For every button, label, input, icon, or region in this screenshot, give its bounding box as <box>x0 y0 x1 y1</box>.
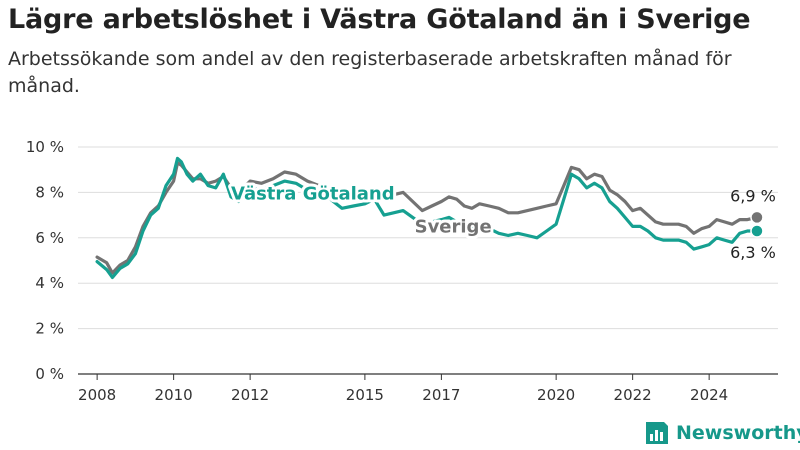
y-axis: 0 % 2 % 4 % 6 % 8 % 10 % <box>26 138 64 383</box>
y-tick-label: 0 % <box>35 365 64 383</box>
y-tick-label: 10 % <box>26 138 64 156</box>
x-tick-label: 2017 <box>422 386 460 404</box>
end-value-label-sverige: 6,9 % <box>730 186 776 205</box>
x-axis: 2008 2010 2012 2015 2017 2020 2022 2024 <box>78 374 728 404</box>
chart-title: Lägre arbetslöshet i Västra Götaland än … <box>8 4 751 35</box>
y-tick-label: 2 % <box>35 320 64 338</box>
end-markers: 6,9 % 6,3 % <box>730 186 776 262</box>
chart-subtitle: Arbetssökande som andel av den registerb… <box>8 48 732 97</box>
end-marker-vastra-gotaland <box>750 224 764 238</box>
gridlines <box>78 146 778 375</box>
y-tick-label: 4 % <box>35 274 64 292</box>
end-marker-sverige <box>750 210 764 225</box>
series-label-sverige: Sverige <box>415 216 492 237</box>
end-value-label-vastra-gotaland: 6,3 % <box>730 243 776 262</box>
series-labels: Sverige Västra Götaland <box>228 180 495 240</box>
x-tick-label: 2022 <box>614 386 652 404</box>
series-line-vastra-gotaland <box>95 156 759 280</box>
y-tick-label: 6 % <box>35 229 64 247</box>
x-tick-label: 2020 <box>537 386 575 404</box>
newsworthy-logo-icon <box>646 422 668 444</box>
x-tick-label: 2012 <box>231 386 269 404</box>
x-tick-label: 2010 <box>155 386 193 404</box>
brand-logo: Newsworthy <box>644 419 800 447</box>
brand-name: Newsworthy <box>676 422 800 444</box>
series-lines <box>95 156 759 280</box>
y-tick-label: 8 % <box>35 183 64 201</box>
x-tick-label: 2008 <box>78 386 116 404</box>
x-tick-label: 2015 <box>346 386 384 404</box>
x-tick-label: 2024 <box>690 386 728 404</box>
series-label-vastra-gotaland: Västra Götaland <box>231 183 395 204</box>
